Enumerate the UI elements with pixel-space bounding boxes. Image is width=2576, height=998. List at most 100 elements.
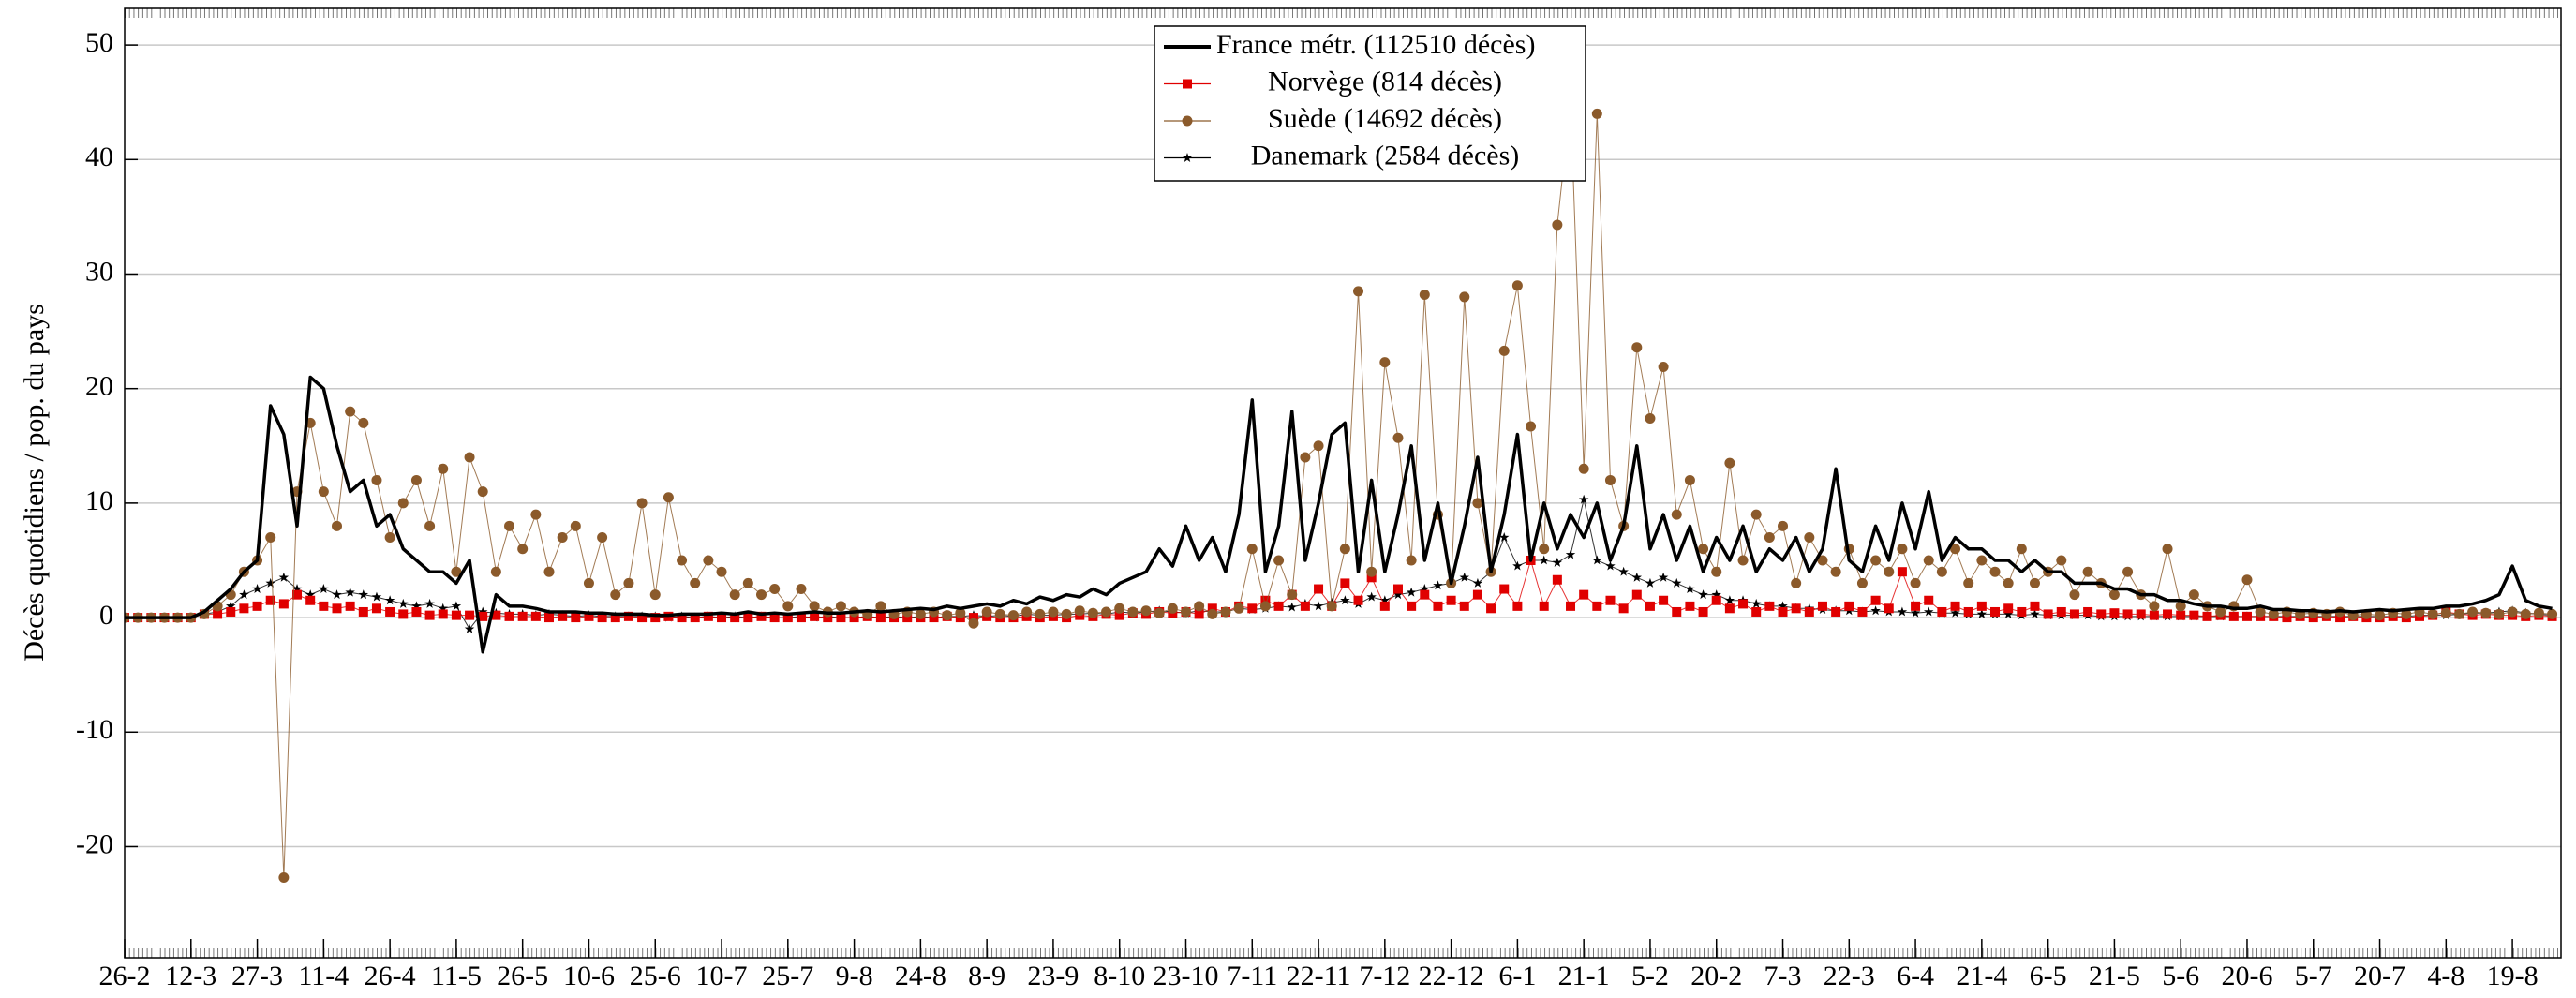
marker-star	[384, 595, 395, 605]
y-tick-label: -10	[76, 714, 113, 745]
marker-square	[836, 613, 846, 623]
marker-star	[1512, 560, 1523, 571]
marker-circle	[2069, 589, 2080, 601]
marker-square	[2109, 608, 2120, 618]
marker-square	[1499, 584, 1510, 594]
marker-circle	[2029, 577, 2040, 588]
marker-circle	[1154, 607, 1165, 618]
marker-circle	[1724, 457, 1735, 469]
marker-circle	[636, 498, 648, 509]
marker-circle	[1604, 474, 1616, 485]
x-tick-label: 11-5	[431, 961, 482, 991]
marker-square	[1366, 573, 1377, 583]
marker-star	[1552, 557, 1563, 567]
marker-star	[305, 589, 316, 600]
marker-square	[1300, 601, 1310, 611]
marker-square	[1407, 601, 1417, 611]
marker-square	[1579, 589, 1589, 600]
marker-square	[424, 610, 435, 620]
marker-circle	[1591, 108, 1602, 119]
marker-square	[849, 613, 859, 623]
marker-circle	[1048, 606, 1059, 618]
marker-square	[1260, 595, 1271, 605]
marker-circle	[2453, 608, 2464, 619]
marker-square	[769, 613, 780, 623]
x-tick-label: 21-4	[1956, 961, 2007, 991]
marker-square	[1459, 601, 1469, 611]
legend-label: France métr. (112510 décès)	[1216, 29, 1535, 60]
marker-square	[1420, 589, 1430, 600]
marker-square	[358, 606, 368, 617]
marker-square	[1114, 610, 1124, 620]
marker-square	[332, 603, 342, 614]
marker-circle	[1419, 289, 1430, 300]
x-tick-label: 22-3	[1824, 961, 1875, 991]
x-tick-label: 22-12	[1419, 961, 1484, 991]
marker-star	[1499, 532, 1510, 542]
marker-square	[1817, 601, 1827, 611]
marker-circle	[1976, 555, 1988, 566]
marker-circle	[1180, 606, 1191, 618]
marker-circle	[1061, 608, 1072, 619]
marker-star	[1565, 549, 1576, 559]
marker-circle	[517, 544, 529, 555]
y-tick-label: 0	[99, 600, 113, 631]
marker-square	[597, 613, 607, 623]
marker-star	[1631, 572, 1643, 582]
legend: France métr. (112510 décès) Norvège (814 …	[1154, 25, 1586, 182]
marker-square	[1685, 601, 1695, 611]
x-tick-label: 26-5	[497, 961, 548, 991]
legend-box	[1154, 25, 1586, 182]
marker-circle	[1182, 115, 1193, 127]
marker-circle	[1737, 555, 1749, 566]
marker-star	[1924, 606, 1934, 617]
marker-circle	[2016, 544, 2027, 555]
series-line	[125, 375, 2553, 654]
x-tick-label: 20-2	[1690, 961, 1742, 991]
marker-circle	[915, 608, 926, 619]
marker-circle	[1817, 555, 1828, 566]
marker-circle	[1273, 555, 1285, 566]
marker-circle	[2188, 589, 2199, 601]
marker-star	[424, 598, 435, 608]
marker-square	[305, 595, 316, 605]
marker-square	[517, 611, 528, 621]
marker-square	[1183, 79, 1192, 89]
marker-star	[1870, 605, 1881, 616]
marker-star	[1366, 591, 1377, 602]
marker-circle	[1552, 219, 1563, 231]
marker-circle	[742, 577, 753, 588]
x-tick-label: 27-3	[231, 961, 283, 991]
marker-square	[610, 613, 620, 623]
x-tick-label: 4-8	[2427, 961, 2464, 991]
marker-circle	[1300, 452, 1311, 463]
marker-square	[1778, 606, 1788, 617]
marker-circle	[2108, 589, 2120, 601]
marker-circle	[796, 584, 807, 595]
marker-star	[1340, 595, 1350, 605]
marker-circle	[1804, 532, 1815, 544]
marker-circle	[2375, 610, 2386, 621]
marker-star	[1897, 606, 1908, 617]
marker-square	[1791, 603, 1801, 614]
marker-square	[2282, 613, 2292, 623]
marker-square	[1672, 606, 1682, 617]
y-tick-label: 40	[85, 142, 113, 172]
marker-circle	[2547, 608, 2558, 619]
marker-square	[1937, 606, 1947, 617]
marker-square	[2228, 611, 2239, 621]
marker-circle	[2494, 608, 2505, 619]
marker-circle	[1074, 605, 1085, 617]
marker-circle	[543, 566, 555, 577]
y-tick-label: 30	[85, 256, 113, 287]
marker-star	[1976, 608, 1988, 618]
marker-square	[2136, 609, 2146, 619]
marker-square	[1618, 603, 1629, 614]
marker-circle	[438, 463, 449, 474]
marker-square	[1486, 603, 1496, 614]
x-tick-label: 20-7	[2354, 961, 2405, 991]
marker-square	[1698, 606, 1708, 617]
marker-square	[319, 601, 329, 611]
marker-square	[1990, 606, 2001, 617]
marker-star	[358, 589, 369, 600]
